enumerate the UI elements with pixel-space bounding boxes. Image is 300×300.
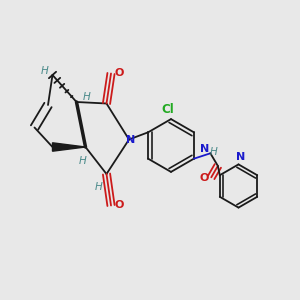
Text: N: N	[126, 135, 135, 145]
Text: H: H	[40, 66, 48, 76]
Text: N: N	[236, 152, 245, 162]
Text: O: O	[115, 68, 124, 78]
Text: H: H	[82, 92, 90, 102]
Text: H: H	[95, 182, 103, 192]
Text: O: O	[200, 173, 209, 183]
Text: Cl: Cl	[161, 103, 174, 116]
Text: O: O	[115, 200, 124, 210]
Text: H: H	[79, 156, 86, 167]
Text: H: H	[210, 147, 218, 157]
Text: N: N	[200, 144, 209, 154]
Polygon shape	[52, 143, 86, 151]
